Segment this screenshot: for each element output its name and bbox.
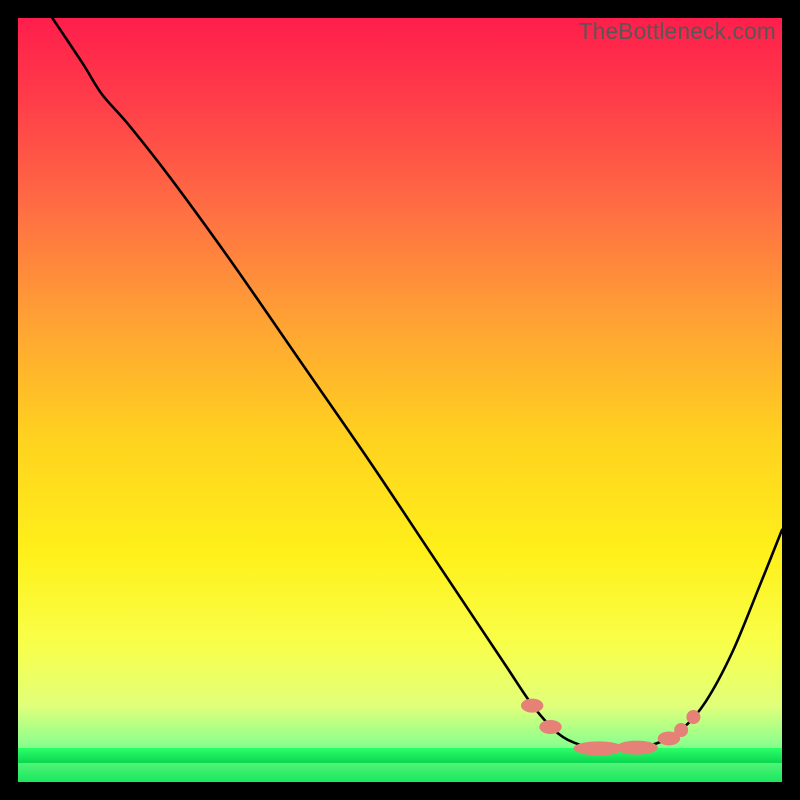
- plot-area: TheBottleneck.com: [18, 18, 782, 782]
- curve-dot: [521, 699, 543, 713]
- curve-dot: [686, 710, 700, 724]
- curve-dot: [674, 723, 688, 737]
- curve-path: [52, 18, 782, 750]
- curve-dot: [539, 720, 561, 734]
- curve-dots: [521, 699, 700, 756]
- bottleneck-curve: [18, 18, 782, 782]
- watermark-text: TheBottleneck.com: [579, 18, 776, 45]
- curve-dot: [616, 741, 658, 755]
